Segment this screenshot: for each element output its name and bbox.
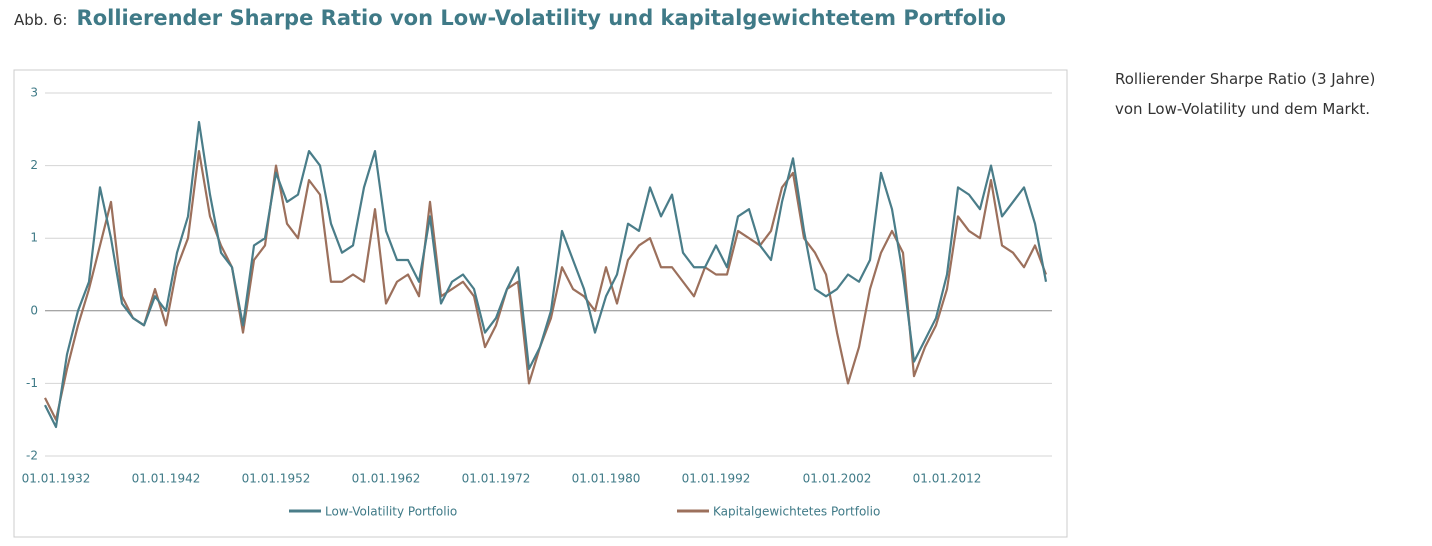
x-tick-label: 01.01.1962	[352, 472, 421, 486]
legend-label: Kapitalgewichtetes Portfolio	[713, 505, 880, 519]
side-note-line: von Low-Volatility und dem Markt.	[1115, 100, 1371, 118]
x-tick-label: 01.01.2002	[803, 472, 872, 486]
series-line	[44, 149, 1048, 421]
y-tick-label: 0	[30, 303, 38, 317]
x-tick-label: 01.01.1932	[22, 472, 91, 486]
chart-frame	[13, 69, 1068, 538]
x-tick-label: 01.01.1952	[242, 472, 311, 486]
side-note: Rollierender Sharpe Ratio (3 Jahre) von …	[1115, 64, 1375, 124]
legend-label: Low-Volatility Portfolio	[325, 505, 457, 519]
x-tick-label: 01.01.1972	[462, 472, 531, 486]
x-tick-label: 01.01.1980	[572, 472, 641, 486]
x-tick-label: 01.01.2012	[913, 472, 982, 486]
x-tick-label: 01.01.1942	[132, 472, 201, 486]
side-note-line: Rollierender Sharpe Ratio (3 Jahre)	[1115, 70, 1376, 88]
y-tick-label: -1	[26, 376, 38, 390]
y-tick-label: -2	[26, 449, 38, 463]
series-line	[44, 120, 1048, 429]
header: Abb. 6: Rollierender Sharpe Ratio von Lo…	[14, 6, 1006, 30]
y-tick-label: 2	[30, 158, 38, 172]
chart: -2 -1 0 1 2 3 01.01.1932 01.01.1942 01.01.1952 01…	[13, 69, 1068, 538]
chart-title: Rollierender Sharpe Ratio von Low-Volati…	[76, 6, 1006, 30]
x-tick-label: 01.01.1992	[682, 472, 751, 486]
y-tick-label: 1	[30, 231, 38, 245]
y-tick-label: 3	[30, 86, 38, 100]
figure-label: Abb. 6:	[14, 11, 68, 29]
